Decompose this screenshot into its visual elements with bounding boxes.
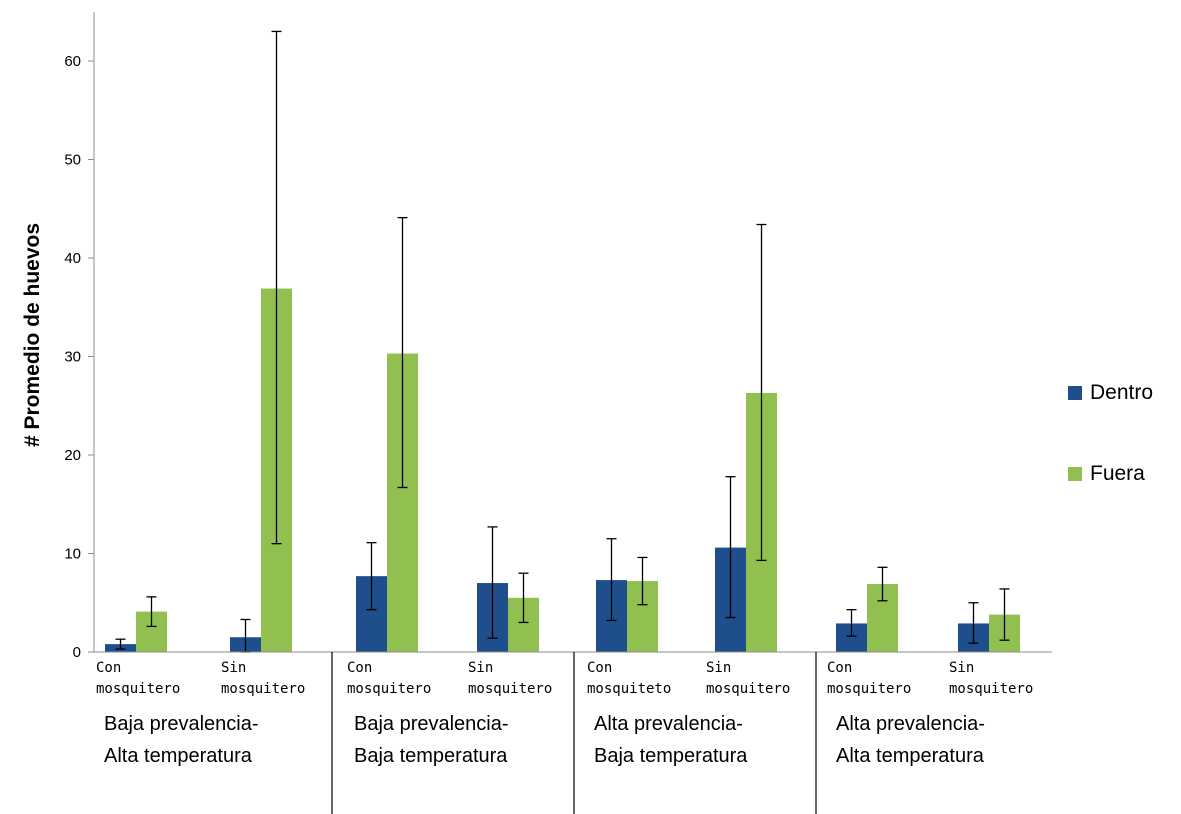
category-label-line2: mosquitero — [949, 681, 1033, 697]
x-axis: Con mosquitero Sin mosquitero Con mosquitero S… — [94, 651, 1052, 814]
category-label-line1: Sin — [221, 660, 246, 676]
category-label-line1: Sin — [949, 660, 974, 676]
legend-swatch-dentro — [1068, 386, 1082, 400]
group-label-line2: Alta temperatura — [836, 745, 985, 767]
category-label-line1: Con — [96, 660, 121, 676]
group-label-line2: Alta temperatura — [104, 745, 253, 767]
y-tick-label: 0 — [73, 644, 81, 661]
group-label-line1: Baja prevalencia- — [354, 713, 509, 735]
y-tick-label: 20 — [64, 447, 81, 464]
category-label-line2: mosquiteto — [587, 681, 671, 697]
y-axis-label: # Promedio de huevos — [21, 223, 44, 447]
category-label-line2: mosquitero — [96, 681, 180, 697]
y-tick-label: 60 — [64, 53, 81, 70]
category-label-line2: mosquitero — [221, 681, 305, 697]
category-label-line1: Con — [827, 660, 852, 676]
error-bars — [115, 30, 1010, 653]
category-label-line2: mosquitero — [468, 681, 552, 697]
group-label-line2: Baja temperatura — [594, 745, 748, 767]
category-label-line1: Con — [587, 660, 612, 676]
y-tick-label: 50 — [64, 152, 81, 169]
category-label-line1: Sin — [468, 660, 493, 676]
category-label-line1: Con — [347, 660, 372, 676]
group-label-line2: Baja temperatura — [354, 745, 508, 767]
group-label-line1: Alta prevalencia- — [594, 713, 743, 735]
legend-swatch-fuera — [1068, 467, 1082, 481]
y-tick-label: 40 — [64, 250, 81, 267]
y-axis: 0 10 20 30 40 50 60 — [64, 12, 95, 661]
group-label-line1: Baja prevalencia- — [104, 713, 259, 735]
group-label-line1: Alta prevalencia- — [836, 713, 985, 735]
category-label-line1: Sin — [706, 660, 731, 676]
legend: Dentro Fuera — [1068, 381, 1153, 485]
y-tick-label: 10 — [64, 546, 81, 563]
category-label-line2: mosquitero — [347, 681, 431, 697]
legend-label-dentro: Dentro — [1090, 381, 1153, 404]
category-label-line2: mosquitero — [706, 681, 790, 697]
y-tick-label: 30 — [64, 349, 81, 366]
category-label-line2: mosquitero — [827, 681, 911, 697]
legend-label-fuera: Fuera — [1090, 462, 1145, 485]
